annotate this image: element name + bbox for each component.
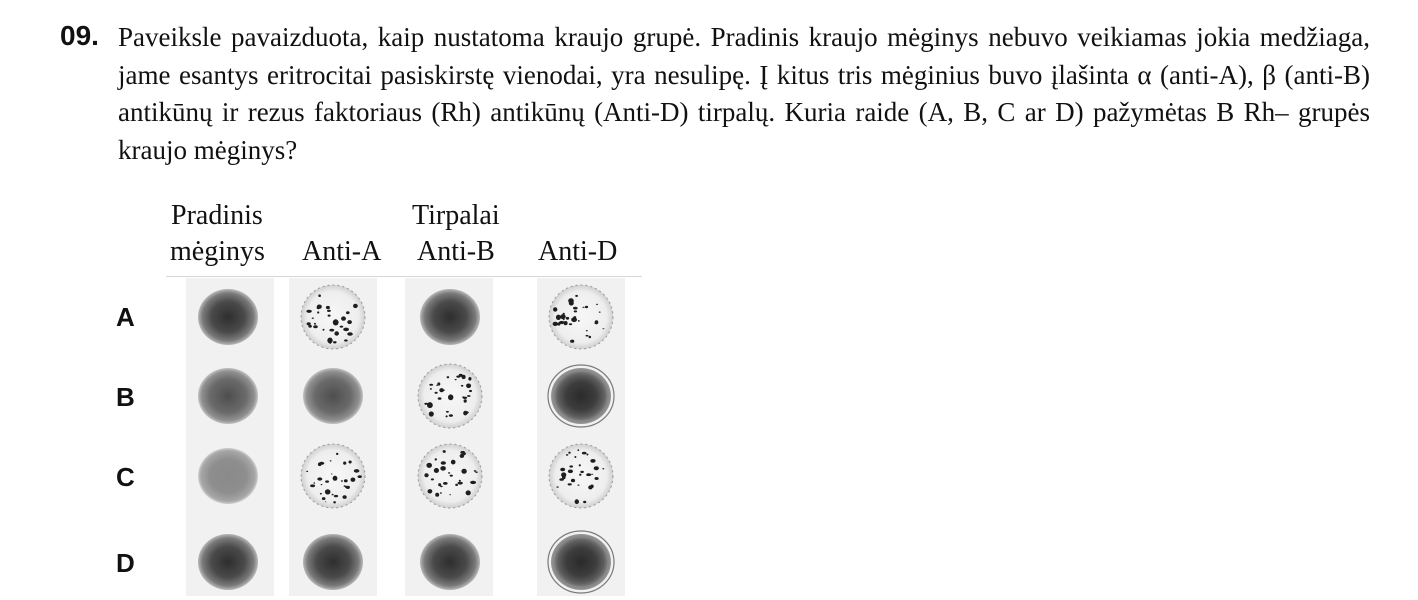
well-b-anti-d bbox=[547, 364, 615, 428]
header-anti-b: Anti-B bbox=[417, 236, 495, 267]
well-d-anti-d bbox=[547, 530, 615, 594]
question-number: 09. bbox=[60, 20, 99, 51]
header-divider bbox=[166, 276, 642, 277]
header-initial-sample-line2: mėginys bbox=[170, 236, 265, 267]
well-c-anti-a bbox=[300, 443, 366, 509]
well-a-initial bbox=[198, 289, 258, 345]
header-anti-d: Anti-D bbox=[538, 236, 618, 267]
well-a-anti-b bbox=[420, 289, 480, 345]
well-a-anti-a bbox=[300, 284, 366, 350]
row-label-c: C bbox=[116, 462, 135, 492]
header-initial-sample-line1: Pradinis bbox=[171, 200, 263, 231]
row-label-a: A bbox=[116, 302, 135, 332]
well-c-initial bbox=[198, 448, 258, 504]
row-label-b: B bbox=[116, 382, 135, 412]
well-b-anti-a bbox=[303, 368, 363, 424]
question-text: Paveiksle pavaizduota, kaip nustatoma kr… bbox=[118, 22, 1370, 165]
well-a-anti-d bbox=[548, 284, 614, 350]
row-label-d: D bbox=[116, 548, 135, 578]
well-d-initial bbox=[198, 534, 258, 590]
well-d-anti-a bbox=[303, 534, 363, 590]
well-c-anti-b bbox=[417, 443, 483, 509]
well-d-anti-b bbox=[420, 534, 480, 590]
header-anti-a: Anti-A bbox=[302, 236, 382, 267]
header-solutions: Tirpalai bbox=[412, 200, 500, 231]
well-b-initial bbox=[198, 368, 258, 424]
well-c-anti-d bbox=[548, 443, 614, 509]
well-b-anti-b bbox=[417, 363, 483, 429]
